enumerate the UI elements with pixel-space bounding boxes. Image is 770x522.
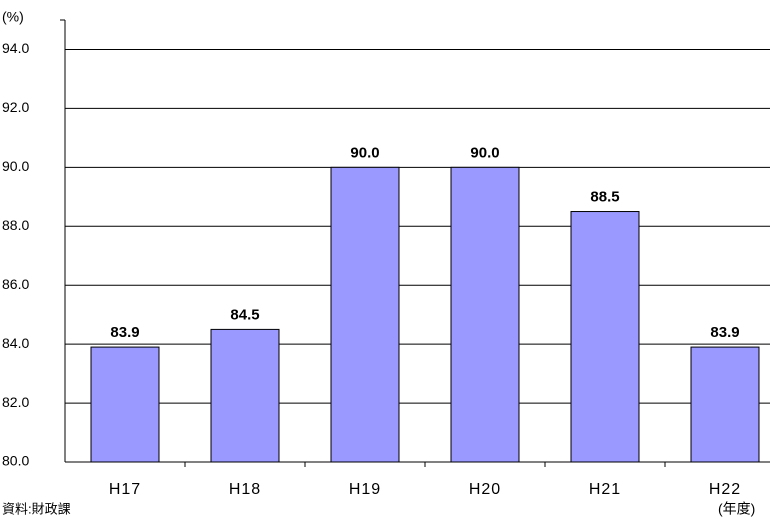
bar <box>690 346 760 463</box>
y-tick-label: 90.0 <box>2 158 29 174</box>
bar <box>90 346 160 463</box>
value-label: 88.5 <box>590 189 619 206</box>
value-label: 83.9 <box>110 324 139 341</box>
value-label: 84.5 <box>230 306 259 323</box>
y-unit: (%) <box>2 9 24 25</box>
bar <box>330 166 400 463</box>
x-tick-label: H22 <box>709 481 741 498</box>
y-tick-label: 94.0 <box>2 40 29 56</box>
y-tick-label: 88.0 <box>2 217 29 233</box>
y-tick-label: 92.0 <box>2 99 29 115</box>
x-axis-label: (年度) <box>718 501 755 517</box>
bar <box>450 166 520 463</box>
source: 資料:財政課 <box>2 501 71 516</box>
y-tick-label: 82.0 <box>2 394 29 410</box>
bar <box>210 328 280 463</box>
bar <box>570 211 640 463</box>
y-tick-label: 80.0 <box>2 453 29 469</box>
x-tick-label: H18 <box>229 481 261 498</box>
x-tick-label: H19 <box>349 481 381 498</box>
y-tick-label: 84.0 <box>2 335 29 351</box>
x-tick-label: H20 <box>469 481 501 498</box>
value-label: 90.0 <box>470 144 499 161</box>
value-label: 83.9 <box>710 324 739 341</box>
y-tick-label: 86.0 <box>2 276 29 292</box>
x-tick-label: H17 <box>109 481 141 498</box>
value-label: 90.0 <box>350 144 379 161</box>
x-tick-label: H21 <box>589 481 621 498</box>
